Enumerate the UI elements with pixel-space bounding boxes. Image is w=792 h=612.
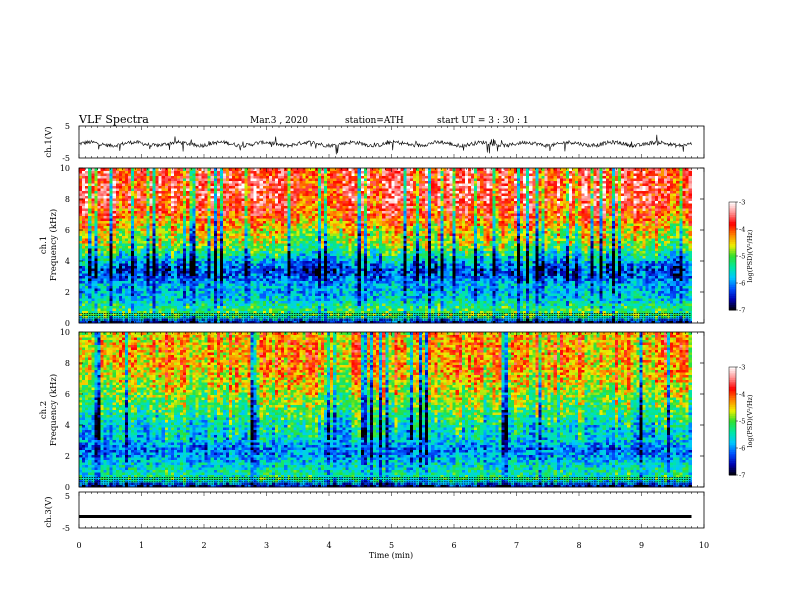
time-tick-label: 1 <box>139 541 144 550</box>
frequency-tick-label: 10 <box>60 164 70 173</box>
colorbar-tick-label: -5 <box>739 418 745 426</box>
ch1-waveform-line <box>79 134 692 155</box>
colorbar-label: log(PSD)(V²/Hz) <box>746 394 754 447</box>
frequency-tick-label: 0 <box>65 319 70 328</box>
ch2-spectrogram-ylabel-frequency: Frequency (kHz) <box>48 374 59 446</box>
ch1-ytick-top: 5 <box>65 122 70 131</box>
colorbar-tick-label: -3 <box>739 199 745 207</box>
time-tick-label: 9 <box>639 541 644 550</box>
station-label: station=ATH <box>345 116 404 126</box>
ch1-spectrogram-ylabel-frequency: Frequency (kHz) <box>48 209 59 281</box>
time-axis-ticks: 0 1 2 3 4 5 6 7 8 9 10 <box>76 126 709 550</box>
frequency-tick-label: 10 <box>60 328 70 337</box>
ch1-waveform-ylabel: ch.1(V) <box>43 126 54 157</box>
ch1-waveform-trace <box>79 134 692 155</box>
colorbar-tick-label: -4 <box>739 391 745 399</box>
colorbar-label: log(PSD)(V²/Hz) <box>746 229 754 282</box>
ch3-ytick-bottom: -5 <box>62 524 70 533</box>
ch2-frequency-ticks: 0 2 4 6 8 10 <box>60 328 704 492</box>
ch2-spectrogram-image <box>79 332 692 488</box>
ch3-waveform-ylabel: ch.3(V) <box>43 496 54 527</box>
ch3-waveform-trace <box>79 515 692 518</box>
time-tick-label: 6 <box>451 541 456 550</box>
time-tick-label: 5 <box>389 541 394 550</box>
ch1-spectrogram-panel: 0 2 4 6 8 10 ch.1 Frequency (kHz) -3 -4 -5 -6 -7 l… <box>39 164 754 328</box>
figure-title: VLF Spectra <box>78 113 149 126</box>
time-tick-label: 4 <box>326 541 331 550</box>
colorbar-tick-label: -6 <box>739 445 745 453</box>
frequency-tick-label: 4 <box>65 421 70 430</box>
time-tick-label: 10 <box>699 541 709 550</box>
ch1-waveform-panel: 5 -5 ch.1(V) <box>43 122 705 163</box>
ch1-colorbar: -3 -4 -5 -6 -7 log(PSD)(V²/Hz) <box>728 199 754 315</box>
ch2-colorbar: -3 -4 -5 -6 -7 log(PSD)(V²/Hz) <box>728 364 754 480</box>
frequency-tick-label: 2 <box>65 288 70 297</box>
ch1-frequency-ticks: 0 2 4 6 8 10 <box>60 164 704 328</box>
ch2-spectrogram-panel: 0 2 4 6 8 10 ch.2 Frequency (kHz) -3 -4 -5 -6 -7 l… <box>39 328 754 492</box>
colorbar-tick-label: -5 <box>739 253 745 261</box>
time-tick-label: 3 <box>264 541 269 550</box>
colorbar-tick-label: -7 <box>739 472 745 480</box>
frequency-tick-label: 6 <box>65 390 70 399</box>
start-time-label: start UT = 3 : 30 : 1 <box>437 116 529 126</box>
date-label: Mar.3 , 2020 <box>250 116 308 126</box>
ch1-spectrogram-ylabel-channel: ch.1 <box>39 236 49 254</box>
colorbar-tick-label: -3 <box>739 364 745 372</box>
ch3-ytick-top: 5 <box>65 492 70 501</box>
frequency-tick-label: 0 <box>65 483 70 492</box>
ch3-waveform-panel: 5 -5 ch.3(V) <box>43 491 705 533</box>
time-axis-label: Time (min) <box>369 551 413 560</box>
time-tick-label: 8 <box>576 541 581 550</box>
ch1-ytick-bottom: -5 <box>62 154 70 163</box>
frequency-tick-label: 2 <box>65 452 70 461</box>
ch3-waveform-frame <box>78 491 705 529</box>
colorbar-tick-label: -7 <box>739 307 745 315</box>
colorbar-tick-label: -4 <box>739 226 745 234</box>
ch2-spectrogram-ylabel-channel: ch.2 <box>39 401 49 419</box>
time-tick-label: 7 <box>514 541 519 550</box>
frequency-tick-label: 8 <box>65 359 70 368</box>
time-tick-label: 2 <box>201 541 206 550</box>
time-tick-label: 0 <box>76 541 81 550</box>
colorbar-tick-label: -6 <box>739 280 745 288</box>
ch1-spectrogram-image <box>79 168 692 324</box>
frequency-tick-label: 8 <box>65 195 70 204</box>
frequency-tick-label: 6 <box>65 226 70 235</box>
frequency-tick-label: 4 <box>65 257 70 266</box>
